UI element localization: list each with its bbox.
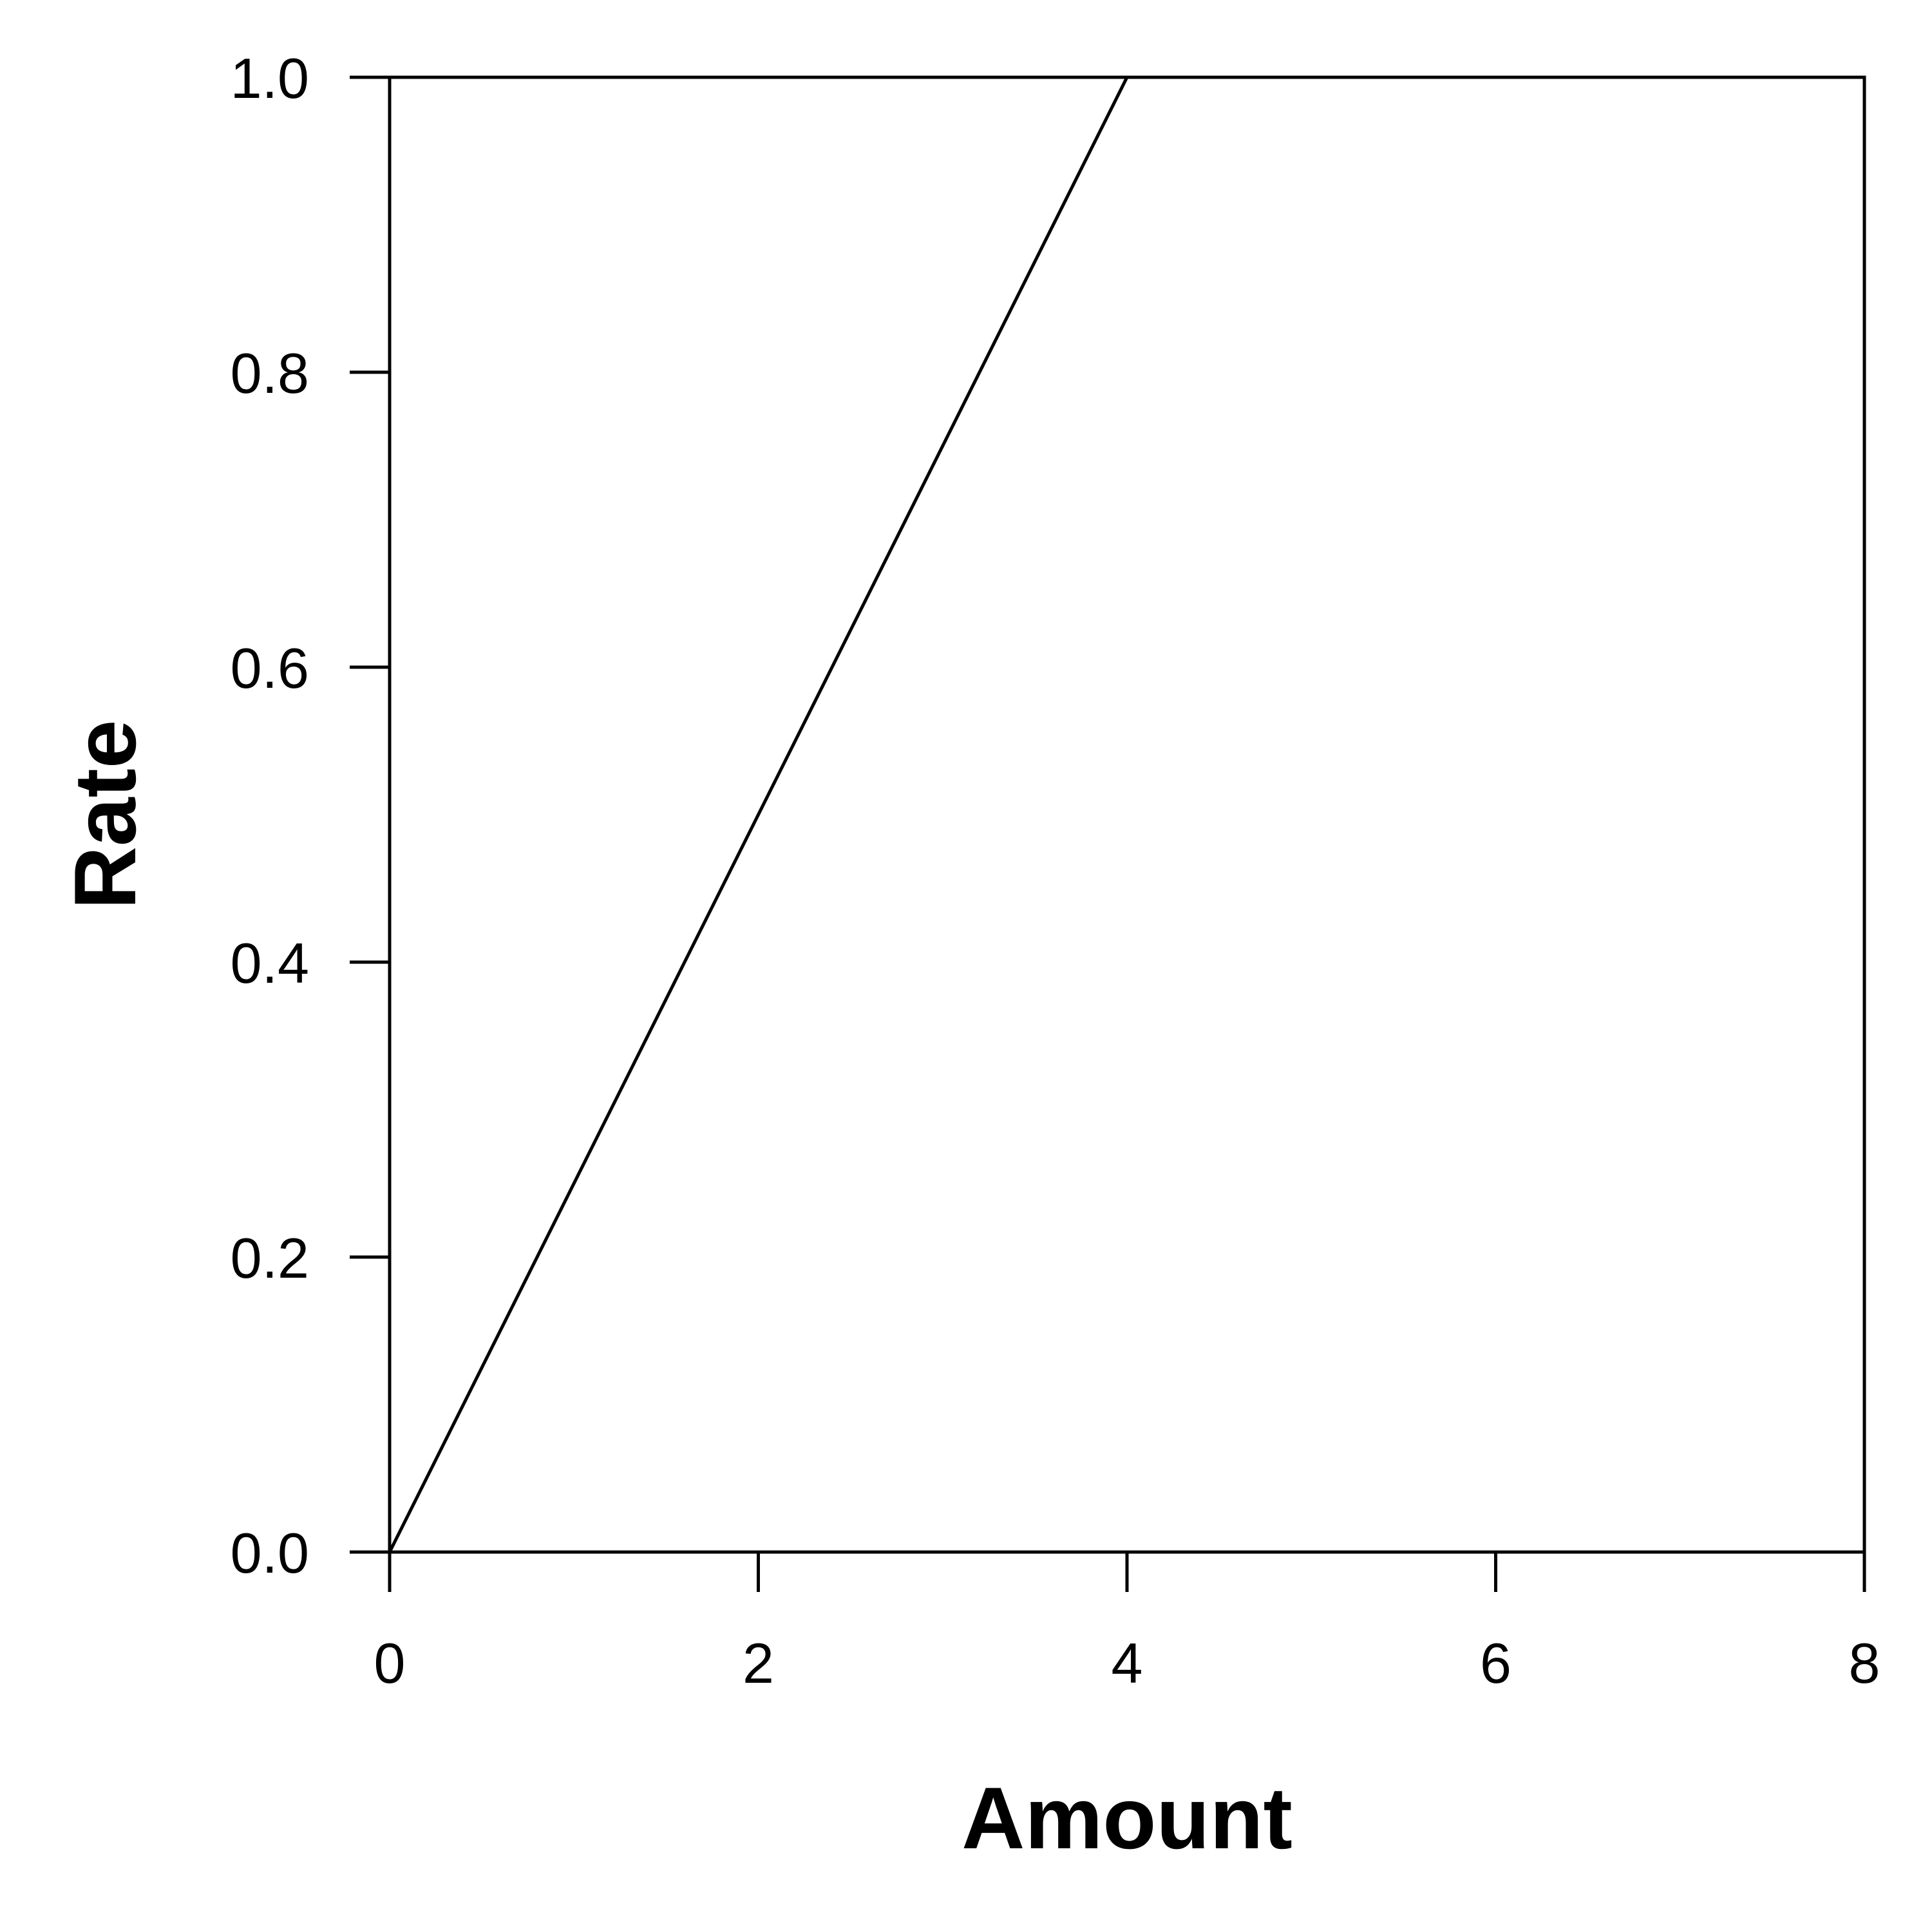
y-axis: 0.0 0.2 0.4 0.6 0.8 1.0 [231, 46, 390, 1585]
x-tick-label-1: 2 [743, 1631, 774, 1695]
y-tick-label-3: 0.6 [231, 636, 309, 700]
x-axis: 0 2 4 6 8 [374, 1552, 1880, 1695]
y-tick-label-4: 0.8 [231, 341, 309, 405]
y-tick-label-2: 0.4 [231, 931, 309, 995]
x-tick-label-0: 0 [374, 1631, 406, 1695]
x-tick-label-2: 4 [1112, 1631, 1143, 1695]
series-line-0 [388, 75, 1864, 1553]
y-tick-label-5: 1.0 [231, 46, 309, 110]
x-axis-title: Amount [961, 1769, 1293, 1867]
y-axis-title: Rate [56, 720, 154, 910]
plot-frame [388, 75, 1866, 1554]
y-tick-label-1: 0.2 [231, 1226, 309, 1290]
series-layer [388, 75, 1864, 1553]
x-tick-label-4: 8 [1849, 1631, 1880, 1695]
y-tick-label-0: 0.0 [231, 1521, 309, 1585]
x-tick-label-3: 6 [1480, 1631, 1511, 1695]
